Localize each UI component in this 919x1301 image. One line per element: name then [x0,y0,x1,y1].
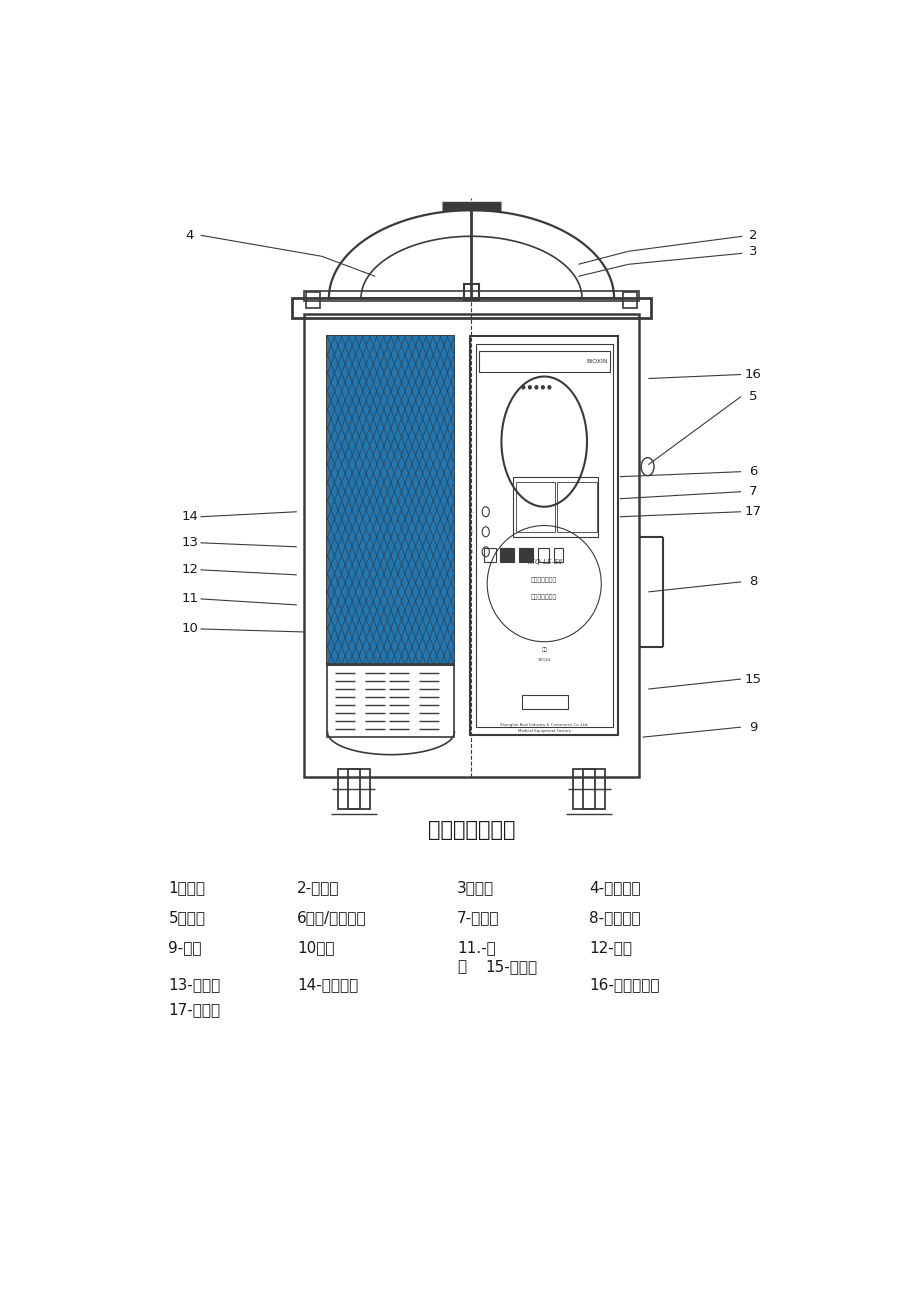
Text: F3-: F3- [468,550,474,554]
Text: 脉冲真空灭菌器: 脉冲真空灭菌器 [530,595,557,601]
Text: YXQ-LS-SⅡ: YXQ-LS-SⅡ [526,558,562,565]
Text: BIOXIN: BIOXIN [585,359,607,364]
Text: ● ● ● ● ●: ● ● ● ● ● [521,384,551,389]
Text: 10外壳: 10外壳 [297,941,334,955]
Bar [303,291,639,302]
Text: YXQLS: YXQLS [537,657,550,661]
Text: 12-搁脚: 12-搁脚 [588,941,631,955]
Text: 7-工作键: 7-工作键 [457,909,499,925]
Text: 8-电源开关: 8-电源开关 [588,909,640,925]
Bar [538,548,549,562]
Text: 14-火苗网篮: 14-火苗网篮 [297,977,357,993]
Text: 14: 14 [181,510,199,523]
Bar [512,476,597,537]
Text: 2-安全阀: 2-安全阀 [297,879,339,895]
Text: 桶: 桶 [457,959,466,974]
Bar [470,337,618,735]
Text: 8: 8 [748,575,756,588]
Text: 9: 9 [748,721,756,734]
Text: Medical Equipment Factory: Medical Equipment Factory [517,729,570,734]
Text: 3容器盖: 3容器盖 [457,879,494,895]
Text: 5压力表: 5压力表 [168,909,205,925]
Text: 17: 17 [743,505,761,518]
Text: 6温度/时间显示: 6温度/时间显示 [297,909,366,925]
Bar [464,285,478,301]
Text: 外形结构示意图: 外形结构示意图 [427,821,515,840]
Bar [327,664,454,738]
Bar [483,548,495,562]
Text: 17-放汽管: 17-放汽管 [168,1002,221,1017]
Bar [347,769,359,809]
Bar [478,351,609,372]
Bar [475,345,612,727]
Bar [303,315,639,777]
Bar [573,769,604,809]
Text: Shanghai Boxi Industry & Commerce Co.,Ltd.: Shanghai Boxi Industry & Commerce Co.,Lt… [500,723,588,727]
Bar [291,298,651,319]
Text: 3: 3 [748,245,756,258]
Text: 5: 5 [748,390,756,403]
Text: 12: 12 [181,563,199,576]
Text: 11.-外: 11.-外 [457,941,495,955]
Text: F1-: F1- [468,510,474,514]
Bar [622,293,636,308]
Text: 11: 11 [181,592,199,605]
Text: 9-脚轮: 9-脚轮 [168,941,202,955]
Bar [518,548,532,562]
Text: 6: 6 [748,466,756,479]
Text: 生产: 生产 [540,647,547,652]
Bar [500,548,514,562]
Bar [583,769,595,809]
Bar [338,769,369,809]
Text: 1一手轮: 1一手轮 [168,879,205,895]
Bar [557,481,596,532]
Text: 7: 7 [748,485,756,498]
Bar [521,695,568,709]
Text: 16: 16 [743,368,761,381]
Bar [306,293,320,308]
Text: 15-放水阀: 15-放水阀 [485,959,538,974]
Text: 13: 13 [181,536,199,549]
Text: 10: 10 [181,622,199,635]
Text: 15: 15 [743,673,761,686]
Text: 16-手动放汽阀: 16-手动放汽阀 [588,977,659,993]
Text: 4-联锁装置: 4-联锁装置 [588,879,640,895]
Bar [327,337,454,665]
Text: 4: 4 [186,229,194,242]
Text: 全自动压力蒸汽: 全自动压力蒸汽 [530,578,557,583]
Text: 13-挡水板: 13-挡水板 [168,977,221,993]
Text: F2-: F2- [468,530,474,533]
Bar [327,337,454,665]
Bar [516,481,554,532]
Bar [553,548,562,562]
Text: 2: 2 [748,229,756,242]
